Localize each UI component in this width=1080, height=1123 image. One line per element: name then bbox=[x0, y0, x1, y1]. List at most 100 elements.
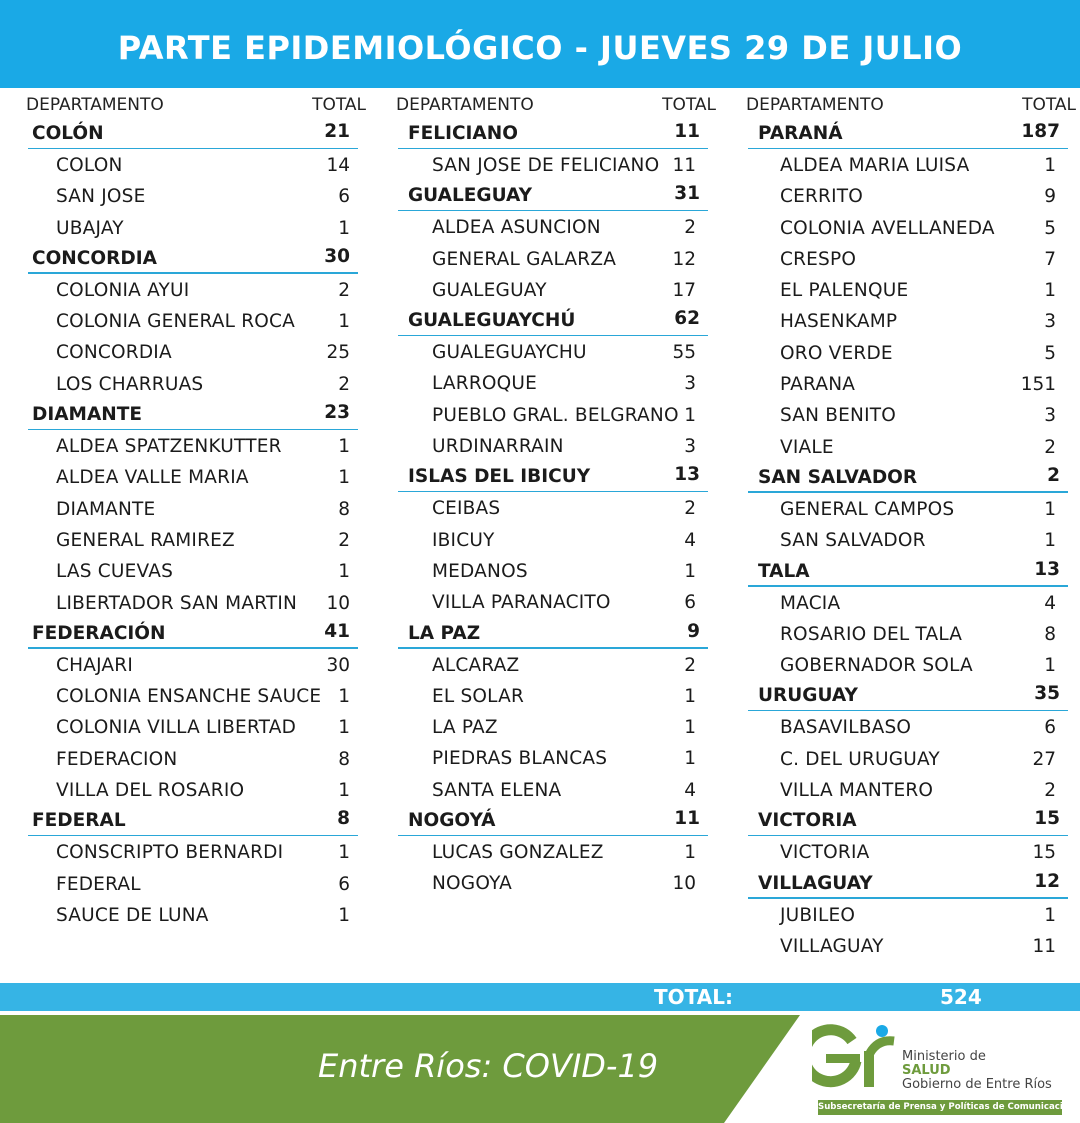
locality-row: LIBERTADOR SAN MARTIN 10 bbox=[26, 588, 366, 619]
department-row: LA PAZ 9 bbox=[396, 619, 716, 650]
locality-name: PARANA bbox=[780, 374, 856, 396]
locality-name: VIALE bbox=[780, 436, 834, 458]
department-name: FEDERAL bbox=[32, 810, 126, 832]
locality-name: FEDERAL bbox=[56, 873, 141, 895]
locality-total: 4 bbox=[684, 779, 696, 801]
locality-row: ALCARAZ 2 bbox=[396, 650, 716, 681]
locality-name: COLONIA AYUI bbox=[56, 279, 190, 301]
locality-row: MACIA 4 bbox=[746, 588, 1076, 619]
page-title: PARTE EPIDEMIOLÓGICO - JUEVES 29 DE JULI… bbox=[117, 29, 963, 67]
locality-total: 1 bbox=[338, 842, 350, 864]
department-name: FEDERACIÓN bbox=[32, 622, 166, 644]
header-banner: PARTE EPIDEMIOLÓGICO - JUEVES 29 DE JULI… bbox=[0, 0, 1080, 88]
locality-name: ORO VERDE bbox=[780, 342, 893, 364]
department-row: PARANÁ 187 bbox=[746, 119, 1076, 150]
locality-name: BASAVILBASO bbox=[780, 717, 912, 739]
locality-total: 11 bbox=[672, 155, 696, 176]
locality-name: COLONIA GENERAL ROCA bbox=[56, 311, 296, 333]
footer-green-band bbox=[0, 1015, 800, 1123]
locality-name: LA PAZ bbox=[432, 717, 498, 739]
locality-name: MEDANOS bbox=[432, 560, 528, 582]
department-total: 9 bbox=[687, 620, 700, 642]
locality-name: GUALEGUAY bbox=[432, 279, 547, 301]
department-underline bbox=[748, 709, 1068, 712]
department-underline bbox=[398, 834, 708, 837]
locality-row: LA PAZ 1 bbox=[396, 712, 716, 743]
locality-total: 1 bbox=[338, 717, 350, 739]
locality-row: IBICUY 4 bbox=[396, 525, 716, 556]
department-total: 13 bbox=[674, 464, 700, 486]
column-3: DEPARTAMENTO TOTAL PARANÁ 187 ALDEA MARIA … bbox=[746, 93, 1076, 962]
locality-total: 4 bbox=[684, 529, 696, 551]
logo-text-gobierno: Gobierno de Entre Ríos bbox=[902, 1077, 1052, 1092]
locality-total: 15 bbox=[1032, 842, 1056, 864]
locality-total: 5 bbox=[1044, 217, 1056, 239]
locality-row: GUALEGUAYCHU 55 bbox=[396, 337, 716, 368]
locality-row: VICTORIA 15 bbox=[746, 837, 1076, 868]
department-total: 41 bbox=[324, 620, 350, 642]
locality-name: FEDERACION bbox=[56, 748, 178, 770]
locality-total: 1 bbox=[684, 748, 696, 770]
locality-total: 7 bbox=[1044, 248, 1056, 270]
department-underline bbox=[398, 490, 708, 493]
locality-total: 9 bbox=[1044, 186, 1056, 208]
locality-total: 8 bbox=[338, 748, 350, 770]
locality-total: 3 bbox=[684, 436, 696, 458]
department-underline bbox=[28, 647, 358, 649]
department-row: ISLAS DEL IBICUY 13 bbox=[396, 462, 716, 493]
column-header: DEPARTAMENTO TOTAL bbox=[26, 93, 366, 119]
department-row: COLÓN 21 bbox=[26, 119, 366, 150]
locality-name: EL SOLAR bbox=[432, 685, 525, 707]
department-header-label: DEPARTAMENTO bbox=[396, 95, 534, 115]
department-total: 187 bbox=[1021, 121, 1060, 142]
department-name: GUALEGUAY bbox=[408, 185, 532, 207]
department-total: 21 bbox=[324, 121, 350, 142]
locality-name: SAN JOSE bbox=[56, 186, 146, 208]
department-row: FEDERAL 8 bbox=[26, 806, 366, 837]
locality-row: CHAJARI 30 bbox=[26, 650, 366, 681]
locality-name: CONCORDIA bbox=[56, 342, 172, 364]
locality-name: LARROQUE bbox=[432, 373, 538, 395]
department-total: 23 bbox=[324, 402, 350, 424]
department-name: VILLAGUAY bbox=[758, 872, 873, 894]
locality-name: CERRITO bbox=[780, 186, 864, 208]
locality-total: 1 bbox=[338, 561, 350, 583]
column-body: PARANÁ 187 ALDEA MARIA LUISA 1 CERRITO 9 COLON… bbox=[746, 119, 1076, 962]
department-name: GUALEGUAYCHÚ bbox=[408, 310, 576, 332]
locality-row: GUALEGUAY 17 bbox=[396, 275, 716, 306]
locality-name: GUALEGUAYCHU bbox=[432, 342, 587, 364]
locality-row: COLONIA ENSANCHE SAUCE 1 bbox=[26, 681, 366, 712]
locality-total: 1 bbox=[338, 686, 350, 708]
locality-row: LOS CHARRUAS 2 bbox=[26, 369, 366, 400]
locality-row: EL PALENQUE 1 bbox=[746, 275, 1076, 306]
locality-name: PUEBLO GRAL. BELGRANO bbox=[432, 404, 679, 426]
department-underline bbox=[748, 491, 1068, 493]
locality-row: ORO VERDE 5 bbox=[746, 338, 1076, 369]
department-underline bbox=[28, 834, 358, 837]
department-total: 12 bbox=[1034, 870, 1060, 892]
locality-total: 1 bbox=[338, 311, 350, 333]
locality-name: CONSCRIPTO BERNARDI bbox=[56, 842, 284, 864]
locality-name: HASENKAMP bbox=[780, 311, 898, 333]
locality-row: SAN SALVADOR 1 bbox=[746, 525, 1076, 556]
locality-total: 3 bbox=[1044, 405, 1056, 427]
locality-name: PIEDRAS BLANCAS bbox=[432, 748, 608, 770]
logo-text-ministerio: Ministerio de bbox=[902, 1049, 986, 1064]
locality-name: SANTA ELENA bbox=[432, 779, 562, 801]
locality-total: 8 bbox=[1044, 623, 1056, 645]
locality-name: COLONIA AVELLANEDA bbox=[780, 217, 995, 239]
locality-row: C. DEL URUGUAY 27 bbox=[746, 744, 1076, 775]
locality-row: FEDERAL 6 bbox=[26, 869, 366, 900]
locality-name: LOS CHARRUAS bbox=[56, 373, 204, 395]
locality-row: BASAVILBASO 6 bbox=[746, 712, 1076, 743]
department-underline bbox=[398, 147, 708, 149]
locality-total: 1 bbox=[338, 467, 350, 489]
locality-total: 1 bbox=[684, 842, 696, 864]
locality-row: LARROQUE 3 bbox=[396, 368, 716, 399]
locality-name: URDINARRAIN bbox=[432, 436, 564, 458]
department-total: 62 bbox=[674, 308, 700, 330]
locality-total: 30 bbox=[326, 654, 350, 676]
locality-name: CRESPO bbox=[780, 248, 857, 270]
department-total: 35 bbox=[1034, 683, 1060, 705]
locality-total: 6 bbox=[684, 592, 696, 614]
